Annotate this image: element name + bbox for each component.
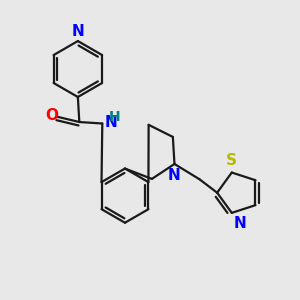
Text: H: H: [109, 110, 121, 124]
Text: N: N: [105, 115, 117, 130]
Text: N: N: [71, 24, 84, 39]
Text: S: S: [226, 153, 237, 168]
Text: O: O: [46, 108, 59, 123]
Text: N: N: [168, 167, 181, 182]
Text: N: N: [233, 216, 246, 231]
